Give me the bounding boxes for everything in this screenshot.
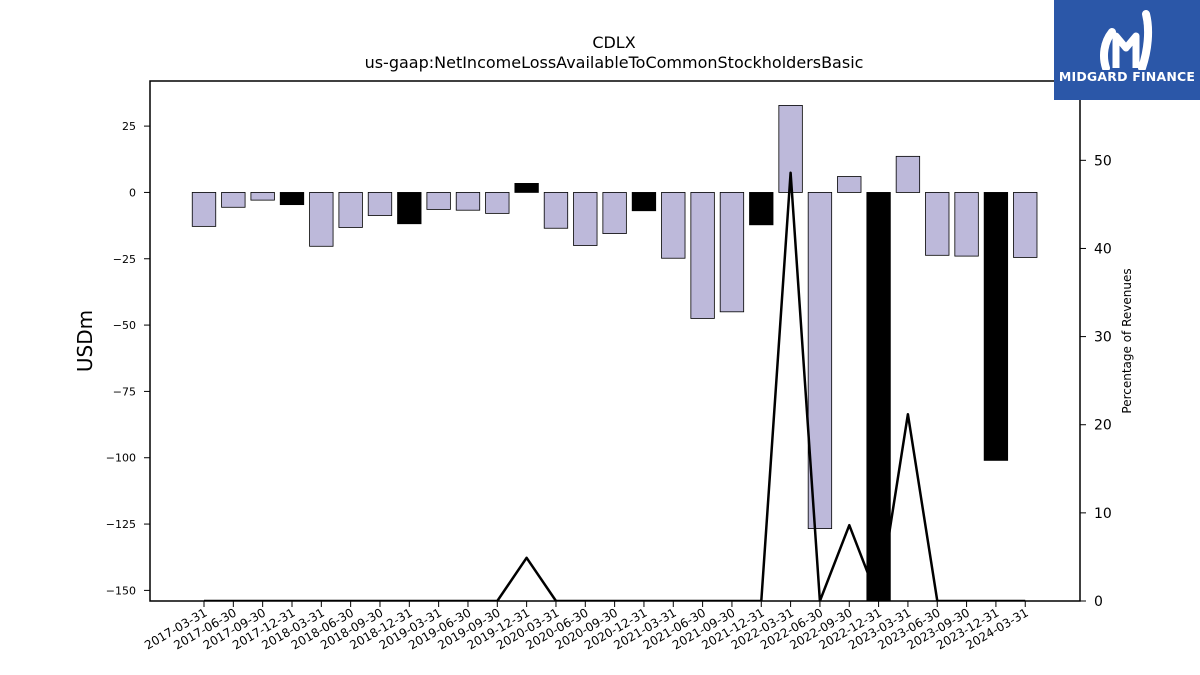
bar: [250, 192, 275, 201]
bar: [543, 192, 569, 229]
y-tick-label: 25: [122, 120, 136, 133]
revenue-pct-line: [204, 171, 1026, 601]
y2-tick-label: 40: [1094, 241, 1112, 257]
axes-group: 250−25−50−75−100−125−150010203040502017-…: [106, 80, 1112, 652]
y-tick-label: −100: [106, 452, 136, 465]
line-layer: [204, 171, 1026, 601]
bar: [807, 192, 833, 529]
bar: [778, 105, 803, 193]
midgard-finance-logo: MIDGARD FINANCE: [1054, 0, 1200, 100]
bar: [631, 192, 657, 212]
bar: [485, 192, 510, 214]
bar: [191, 192, 217, 227]
bar: [983, 192, 1009, 461]
bar: [426, 192, 451, 210]
bar: [397, 192, 422, 225]
bar: [866, 192, 891, 601]
y-tick-label: 0: [129, 186, 136, 199]
bar: [719, 192, 745, 313]
y-tick-label: −75: [113, 385, 136, 398]
bar: [954, 192, 979, 257]
y2-axis-label: Percentage of Revenues: [1120, 268, 1134, 413]
bar: [895, 155, 921, 193]
y2-tick-label: 20: [1094, 418, 1112, 434]
bar: [279, 192, 305, 206]
y-tick-label: −25: [113, 253, 136, 266]
bar: [690, 192, 715, 319]
bar: [573, 192, 598, 246]
bar: [309, 192, 334, 247]
plot-frame: [149, 80, 1081, 602]
bar: [749, 192, 774, 226]
y2-tick-label: 30: [1094, 330, 1112, 346]
y-tick-label: −150: [106, 584, 136, 597]
y-tick-label: −50: [113, 319, 136, 332]
y2-tick-label: 0: [1094, 594, 1103, 610]
chart-title: CDLX: [592, 33, 635, 52]
bar: [221, 192, 246, 208]
bar: [602, 192, 627, 234]
bar: [1013, 192, 1038, 258]
bar: [925, 192, 950, 256]
logo-text: MIDGARD FINANCE: [1058, 69, 1196, 84]
y2-tick-label: 50: [1094, 153, 1112, 169]
y2-tick-label: 10: [1094, 506, 1112, 522]
midgard-logo-icon: [1100, 10, 1153, 70]
y-tick-label: −125: [106, 518, 136, 531]
bar: [837, 176, 862, 193]
y-axis-label: USDm: [73, 310, 97, 372]
bar: [367, 192, 393, 216]
bars-group: [191, 105, 1038, 601]
bar: [661, 192, 686, 259]
bar: [514, 183, 539, 193]
bar: [455, 192, 481, 211]
chart-subtitle: us-gaap:NetIncomeLossAvailableToCommonSt…: [365, 53, 864, 72]
bar: [338, 192, 363, 228]
